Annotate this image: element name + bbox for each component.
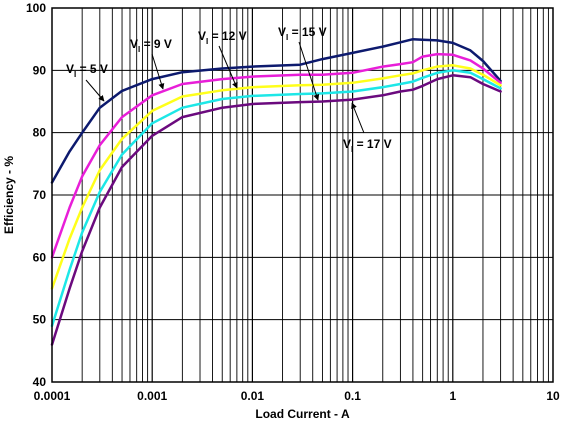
annotation-leader-3	[298, 41, 320, 101]
y-tick-label: 100	[26, 1, 46, 15]
x-tick-label: 0.0001	[34, 389, 71, 403]
y-tick-label: 40	[33, 375, 47, 389]
series-annotations: VI = 5 V VI = 9 V VI = 12 V VI = 15 V VI = 1…	[66, 25, 392, 154]
grid	[52, 8, 553, 382]
series-lines	[50, 37, 502, 346]
series-line-2	[50, 64, 502, 290]
y-tick-label: 90	[33, 63, 47, 77]
series-line-0	[50, 37, 502, 184]
series-label-2: VI = 12 V	[198, 29, 247, 46]
y-tick-label: 70	[33, 188, 47, 202]
x-axis-title: Load Current - A	[255, 407, 350, 421]
series-label-3: VI = 15 V	[278, 25, 327, 42]
plot-frame	[51, 7, 554, 383]
series-line-1	[50, 52, 502, 259]
series-line-4	[50, 74, 502, 346]
series-label-0: VI = 5 V	[66, 62, 108, 79]
series-label-1: VI = 9 V	[130, 37, 172, 54]
x-tick-label: 1	[449, 389, 456, 403]
y-axis-title: Efficiency - %	[2, 156, 16, 234]
y-tick-label: 60	[33, 250, 47, 264]
x-tick-label: 0.001	[137, 389, 167, 403]
series-label-4: VI = 17 V	[343, 137, 392, 154]
annotation-leader-1	[151, 53, 165, 90]
annotation-leader-2	[218, 45, 238, 89]
tick-labels: 0.0001 0.001 0.01 0.1 1 10 40 50 60 70 80 90 100	[26, 1, 560, 403]
x-tick-label: 0.01	[241, 389, 265, 403]
annotation-leader-4	[351, 102, 365, 134]
x-tick-label: 0.1	[344, 389, 361, 403]
series-line-3	[50, 69, 502, 328]
annotation-leader-0	[85, 79, 105, 102]
y-tick-label: 50	[33, 313, 47, 327]
y-tick-label: 80	[33, 126, 47, 140]
x-tick-label: 10	[546, 389, 560, 403]
